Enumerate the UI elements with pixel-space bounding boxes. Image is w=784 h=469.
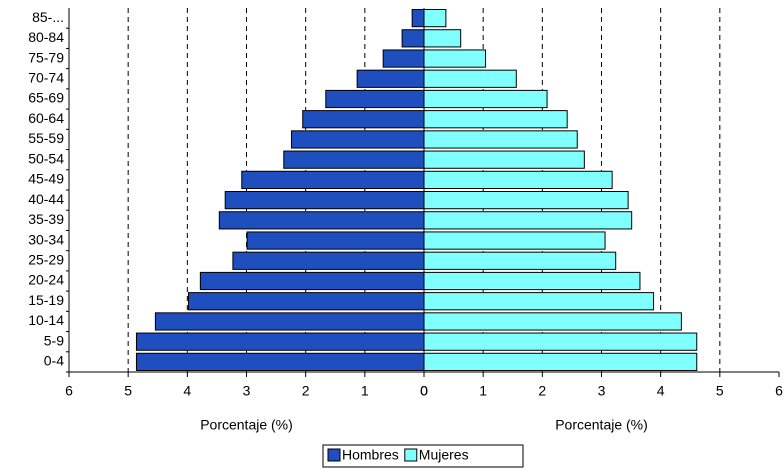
x-tick-label: 6 [775,383,783,399]
bar [224,191,425,210]
x-tick-label: 2 [538,383,546,399]
bar [423,271,641,291]
bar [423,170,613,189]
bar [423,292,655,311]
y-tick-label: 35-39 [28,211,64,227]
y-tick-label: 45-49 [28,171,64,187]
bar [135,332,425,351]
legend-swatch [327,448,341,462]
x-tick-label: 1 [361,383,369,399]
bar [423,69,517,88]
bar [423,49,487,68]
bar [423,231,606,250]
y-tick-label: 10-14 [28,312,64,328]
x-tick-label: 0 [420,383,428,399]
x-tick-label: 0 [420,383,428,399]
bar [411,9,425,28]
legend-label: Hombres [342,447,399,463]
y-tick-label: 40-44 [28,191,64,207]
legend-label: Mujeres [419,447,469,463]
bar [423,130,578,149]
bar [356,69,425,88]
y-tick-label: 65-69 [28,90,64,106]
x-axis-label: Porcentaje (%) [200,417,293,433]
bar [199,271,425,291]
legend-swatch [404,448,418,462]
x-tick-label: 5 [716,383,724,399]
y-tick-label: 70-74 [28,69,64,85]
bar [232,251,425,270]
x-tick-label: 3 [598,383,606,399]
bar [241,170,425,189]
bar [325,89,425,109]
bar [423,191,629,210]
x-tick-label: 4 [657,383,665,399]
bar [135,352,425,371]
x-tick-label: 1 [479,383,487,399]
bar [423,332,698,351]
bar [423,352,698,371]
x-tick-label: 2 [302,383,310,399]
bar [423,251,617,270]
bar [218,211,425,230]
y-tick-label: 0-4 [44,353,64,369]
y-tick-label: 5-9 [44,332,64,348]
y-tick-label: 30-34 [28,231,64,247]
bar [154,312,425,331]
bar [246,231,425,250]
x-axis-label: Porcentaje (%) [555,417,648,433]
bar [423,110,568,129]
bar [382,49,425,68]
y-tick-label: 55-59 [28,130,64,146]
bar [283,150,425,169]
bar [423,9,447,28]
bar [423,150,585,169]
y-tick-label: 75-79 [28,49,64,65]
bar [423,89,548,109]
bar [423,312,682,331]
y-tick-label: 80-84 [28,29,64,45]
legend-frame [322,444,524,468]
x-tick-label: 4 [183,383,191,399]
bar [302,110,425,129]
bar [188,292,425,311]
bar [401,29,425,48]
legend: Hombres Mujeres [322,444,524,468]
bar [290,130,425,149]
y-tick-label: 15-19 [28,292,64,308]
y-tick-label: 60-64 [28,110,64,126]
y-tick-label: 20-24 [28,272,64,288]
x-tick-label: 3 [243,383,251,399]
y-tick-label: 25-29 [28,251,64,267]
bar [423,211,633,230]
y-tick-label: 85-... [32,9,64,25]
x-tick-label: 6 [65,383,73,399]
y-tick-label: 50-54 [28,150,64,166]
bar [423,29,462,48]
x-tick-label: 5 [124,383,132,399]
